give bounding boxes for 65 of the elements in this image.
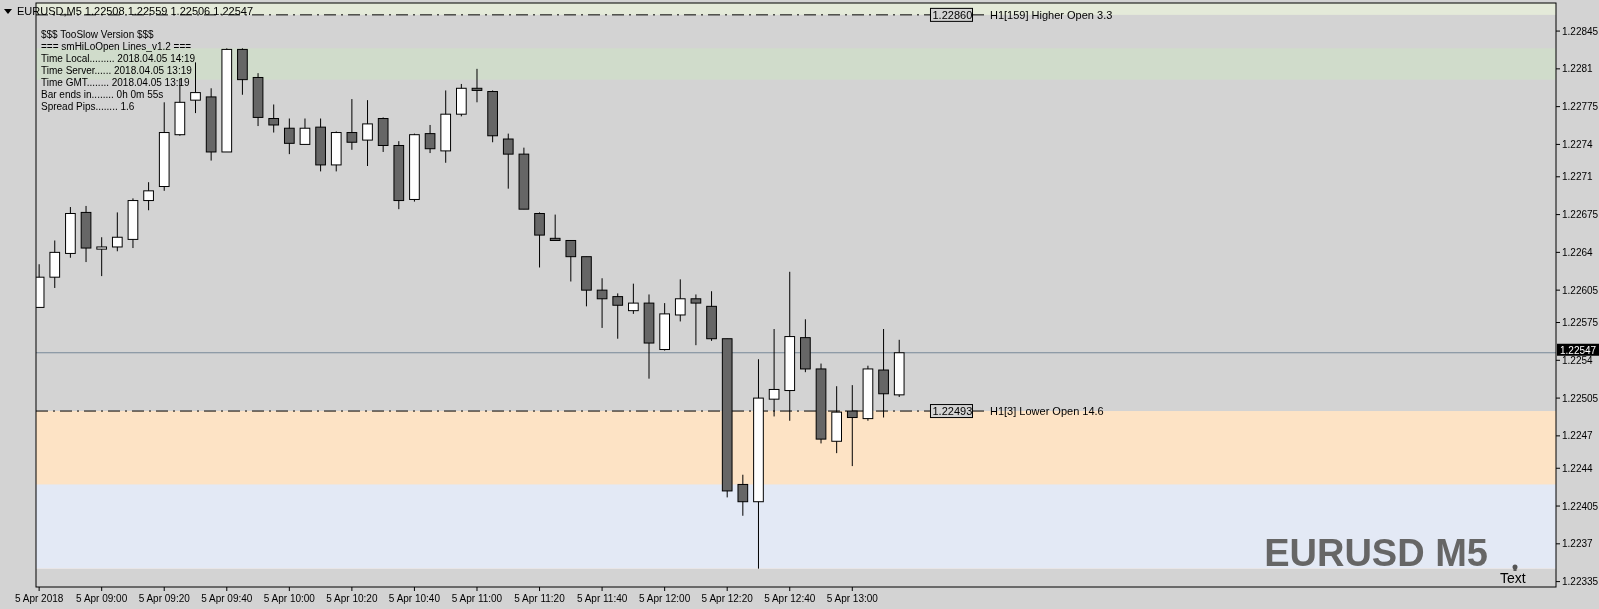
annotation: Bar ends in........ 0h 0m 55s [41,89,164,100]
x-tick-label: 5 Apr 09:40 [201,593,253,604]
candlestick [96,236,108,277]
candlestick [283,118,295,155]
candlestick [346,98,358,151]
x-tick-label: 5 Apr 13:00 [826,593,879,604]
x-tick-label: 5 Apr 09:20 [138,593,191,604]
candlestick [628,283,639,315]
y-tick-label: 1.22505 [1562,392,1599,404]
ref-line-label: H1[3] Lower Open 14.6 [990,405,1104,418]
y-tick-label: 1.2281 [1562,63,1594,75]
candlestick [549,214,561,241]
y-tick-label: 1.22405 [1562,500,1599,512]
x-tick-label: 5 Apr 10:00 [263,593,316,604]
candlestick [268,103,280,134]
x-tick-label: 5 Apr 12:20 [701,593,754,604]
annotation: Spread Pips........ 1.6 [41,101,135,112]
annotation: Time Local......... 2018.04.05 14:19 [41,53,196,64]
candlestick [690,293,702,346]
candlestick [596,277,608,329]
annotation: Time Server...... 2018.04.05 13:19 [41,65,193,76]
candlestick [565,239,577,283]
ref-line-label: H1[159] Higher Open 3.3 [990,8,1113,21]
candlestick [674,278,686,322]
y-tick-label: 1.2244 [1562,462,1594,474]
candlestick [190,61,201,114]
y-tick-label: 1.2271 [1562,171,1594,183]
candlestick [362,99,373,167]
text: 1.22547 [1560,344,1597,356]
x-tick-label: 5 Apr 12:40 [764,593,816,604]
annotation: 1.22860 [932,8,973,21]
y-tick-label: 1.2274 [1562,138,1594,150]
annotation: EURUSD M5 [1264,532,1488,574]
annotation: === smHiLoOpen Lines_v1.2 === [41,41,192,52]
x-tick-label: 5 Apr 11:40 [576,593,628,604]
y-tick-label: 1.22335 [1562,576,1599,588]
candlestick [143,181,154,211]
candlestick [471,68,483,103]
candlestick [737,474,749,517]
x-tick-label: 5 Apr 12:00 [639,593,691,604]
y-tick-label: 1.22575 [1562,317,1599,329]
x-tick-label: 5 Apr 10:20 [326,593,378,604]
x-tick-label: 5 Apr 11:20 [514,593,566,604]
y-tick-label: 1.2254 [1562,354,1594,366]
candlestick [299,118,311,145]
y-tick-label: 1.2247 [1562,430,1594,442]
candlestick [502,133,514,190]
y-tick-label: 1.22775 [1562,101,1599,113]
candlestick [111,211,123,252]
x-tick-label: 5 Apr 11:00 [451,593,503,604]
candlestick [612,292,624,340]
annotation: $$$ TooSlow Version $$$ [41,29,155,40]
y-tick-label: 1.2264 [1562,246,1594,258]
y-tick-label: 1.22605 [1562,284,1599,296]
x-tick-label: 5 Apr 2018 [14,593,64,604]
x-tick-label: 5 Apr 09:00 [76,593,128,604]
y-tick-label: 1.2237 [1562,538,1594,550]
y-tick-label: 1.22675 [1562,209,1599,221]
candlestick [768,328,780,417]
y-tick-label: 1.22845 [1562,25,1599,37]
candlestick [424,124,436,154]
annotation: Text [1500,570,1526,586]
annotation: 1.22493 [932,405,973,418]
candlestick [534,211,545,268]
x-tick-label: 5 Apr 10:40 [388,593,441,604]
